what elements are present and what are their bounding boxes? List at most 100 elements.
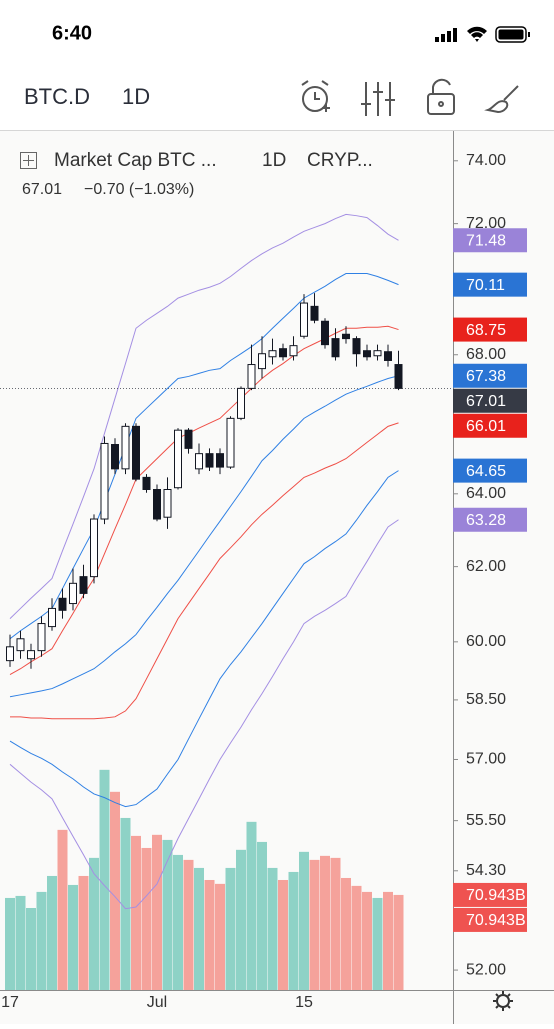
- price-marker: [453, 363, 527, 388]
- volume-bar: [215, 883, 225, 990]
- plot: [0, 213, 453, 990]
- volume-bar: [330, 857, 341, 990]
- price-marker-label: 68.75: [466, 322, 506, 339]
- candle-body: [342, 333, 350, 340]
- volume-bar: [372, 897, 383, 990]
- volume-bar: [131, 835, 141, 990]
- x-tick-label: 17: [1, 994, 19, 1011]
- y-tick-label: 52.00: [466, 961, 506, 978]
- y-tick-label: 55.50: [466, 812, 506, 829]
- volume-bar: [5, 897, 15, 990]
- price-marker-label: 67.01: [466, 393, 506, 410]
- band-line: [9, 375, 399, 698]
- candle-body: [111, 444, 119, 470]
- candle-body: [27, 650, 35, 660]
- volume-bar: [152, 834, 162, 990]
- x-tick-label: Jul: [147, 994, 167, 1011]
- legend-toggle[interactable]: [20, 152, 37, 169]
- price-marker: [453, 907, 527, 932]
- price-marker-label: 70.943B: [466, 887, 526, 904]
- candle-body: [121, 425, 130, 470]
- band-line: [9, 213, 399, 619]
- volume-bar: [68, 884, 78, 990]
- interval[interactable]: 1D: [122, 84, 150, 109]
- y-axis: 74.00 72.00 68.00 64.00 62.00 60.00 58.50 57.00…: [453, 152, 506, 978]
- volume-bar: [383, 891, 393, 990]
- candle-body: [247, 364, 256, 389]
- volume-bar: [299, 851, 309, 990]
- volume-bar: [141, 847, 152, 990]
- volume-bar: [362, 891, 372, 990]
- candle-body: [153, 488, 161, 520]
- price-marker: [453, 882, 527, 907]
- candle-body: [289, 345, 298, 357]
- volume-bar: [341, 877, 351, 990]
- volume-bar: [309, 859, 320, 990]
- volume-bar: [267, 867, 278, 990]
- volume-bar: [173, 854, 183, 990]
- volume-bar: [15, 895, 26, 990]
- x-tick-label: 15: [295, 994, 313, 1011]
- volume-bar: [393, 894, 404, 990]
- price-marker-label: 70.11: [466, 277, 505, 294]
- settings-gear[interactable]: [493, 991, 513, 1011]
- volume-bar: [278, 879, 288, 990]
- candle-body: [384, 351, 392, 361]
- price-marker-label: 64.65: [466, 463, 506, 480]
- candle-body: [6, 646, 14, 662]
- y-tick-label: 64.00: [466, 485, 506, 502]
- candle-body: [394, 364, 403, 389]
- price-marker: [453, 507, 527, 532]
- candle-body: [279, 348, 287, 358]
- volume-bar: [99, 769, 110, 990]
- symbol[interactable]: BTC.D: [24, 84, 90, 109]
- candle-body: [216, 453, 224, 468]
- volume-bar: [204, 879, 215, 990]
- y-tick-label: 57.00: [466, 751, 506, 768]
- y-tick-label: 68.00: [466, 346, 506, 363]
- candle-body: [352, 338, 361, 355]
- candle-body: [363, 350, 371, 358]
- volume-bar: [351, 885, 362, 990]
- y-tick-label: 72.00: [466, 215, 506, 232]
- volume-bar: [183, 859, 194, 990]
- band-line: [9, 470, 399, 808]
- volume-bar: [78, 875, 89, 990]
- volume-bar: [236, 849, 246, 990]
- candle-body: [226, 417, 235, 468]
- volume-bar: [26, 907, 36, 990]
- volume-bar: [47, 875, 57, 990]
- volume-bar: [120, 817, 131, 990]
- candle-body: [79, 576, 88, 594]
- y-tick-label: 74.00: [466, 152, 506, 169]
- candle-body: [373, 350, 382, 357]
- price-marker-label: 71.48: [466, 232, 506, 249]
- candle-body: [132, 425, 140, 480]
- y-tick-label: 58.50: [466, 691, 506, 708]
- y-tick-label: 60.00: [466, 633, 506, 650]
- band-line: [9, 325, 399, 675]
- price-marker: [453, 317, 527, 342]
- band-line: [10, 422, 399, 720]
- legend: Market Cap BTC ... 1D CRYP... 67.01 −0.7…: [20, 150, 373, 198]
- candle-body: [69, 582, 77, 605]
- legend-title: Market Cap BTC ...: [54, 150, 217, 171]
- legend-last: 67.01: [22, 181, 62, 198]
- candle-body: [331, 338, 340, 358]
- y-tick-label: 62.00: [466, 558, 506, 575]
- legend-exchange: CRYP...: [307, 150, 373, 171]
- volume-bar: [257, 841, 267, 990]
- candle-body: [16, 638, 25, 652]
- volume-bar: [288, 871, 299, 990]
- legend-interval: 1D: [262, 150, 286, 171]
- volume-bar: [89, 857, 99, 990]
- volume-bar: [110, 791, 120, 990]
- toolbar-icons[interactable]: [301, 78, 519, 116]
- candle-body: [321, 320, 329, 346]
- volume-bar: [320, 855, 330, 990]
- candle-body: [100, 442, 109, 520]
- y-tick-label: 54.30: [466, 862, 506, 879]
- price-marker-label: 66.01: [466, 418, 506, 435]
